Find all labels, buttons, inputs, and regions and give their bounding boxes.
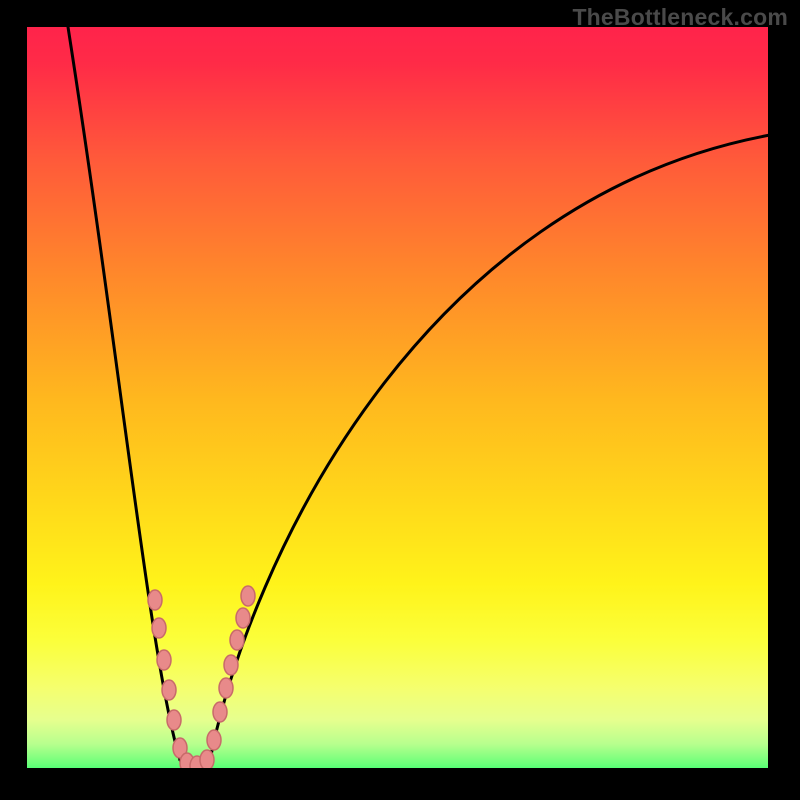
frame-border-left xyxy=(0,0,27,800)
frame-border-right xyxy=(768,0,800,800)
frame-border-bottom xyxy=(0,768,800,800)
watermark-text: TheBottleneck.com xyxy=(572,4,788,31)
chart-canvas: { "meta": { "watermark_text": "TheBottle… xyxy=(0,0,800,800)
gradient-background xyxy=(0,0,800,800)
